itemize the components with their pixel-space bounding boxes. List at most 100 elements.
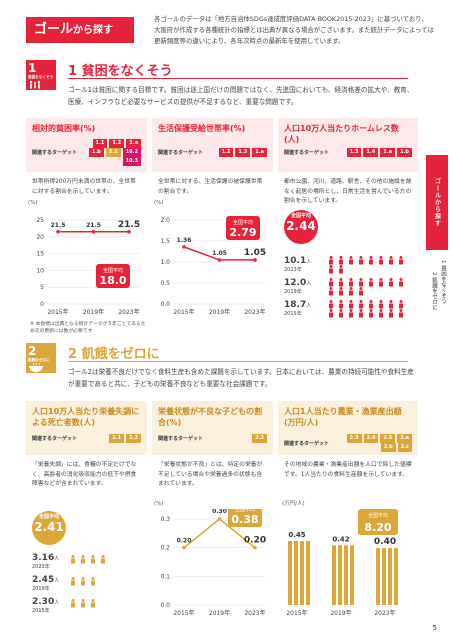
- person-icon: [399, 309, 403, 312]
- person-icon: [379, 300, 383, 303]
- person-icon: [81, 555, 85, 558]
- person-icon: [369, 309, 373, 312]
- person-icon-body: [91, 580, 95, 586]
- bar: [294, 541, 298, 605]
- bar: [376, 548, 380, 605]
- x-tick-label: 2015年: [173, 308, 194, 316]
- person-icon-body: [71, 558, 75, 564]
- person-icon: [101, 555, 105, 558]
- person-icon-body: [81, 558, 85, 564]
- banner-title: ゴール: [34, 22, 74, 37]
- x-tick-label: 2023年: [118, 308, 139, 316]
- person-icon-body: [329, 281, 333, 287]
- chart-welfare: 0.0 0.5 1.0 1.5 2.0 1.36 2015年 1.05 2019年 1.05 202…: [160, 216, 266, 316]
- person-icon: [349, 287, 353, 290]
- national-average-box: [96, 264, 130, 288]
- person-icon: [399, 256, 403, 259]
- goal2-icon: 2 飢餓をゼロに: [26, 343, 56, 373]
- person-icon: [339, 256, 343, 259]
- toc-item-goal1[interactable]: 1 貧困をなくそう: [440, 260, 446, 304]
- data-label: 0.20: [244, 536, 266, 546]
- unit-label: (%): [28, 200, 38, 206]
- bar: [288, 541, 292, 605]
- person-icon-body: [399, 312, 403, 318]
- card-title: 生活保護受給世帯率(%): [158, 124, 246, 133]
- target-label: 関連するターゲット: [32, 436, 78, 442]
- target-chips: 1.3 1.4 1.a 1.b: [345, 148, 412, 157]
- toc-item-goal2[interactable]: 2 飢餓をゼロに: [431, 272, 437, 311]
- card-title: 人口1人当たり農業・漁業産出額(万円/人): [284, 407, 402, 427]
- person-icon-body: [379, 303, 383, 309]
- x-tick-label: 2015年: [286, 609, 307, 617]
- target-label: 関連するターゲット: [284, 150, 330, 156]
- card-title: 人口10万人当たりホームレス数(人): [284, 124, 399, 144]
- side-toc: 1 貧困をなくそう 2 飢餓をゼロに: [429, 260, 447, 310]
- y-tick-label: 0.5: [160, 280, 170, 287]
- y-tick-label: 10: [36, 267, 44, 274]
- card-desc: 「栄養状態が不良」とは、特定の栄養が不足している場合や栄養過多の状態も含まれてい…: [158, 462, 263, 487]
- x-tick-label: 2023年: [244, 308, 265, 316]
- value-row: 2.45人 2019年: [32, 575, 60, 592]
- person-icon: [339, 278, 343, 281]
- x-tick-label: 2023年: [374, 609, 395, 617]
- person-icon-body: [389, 259, 393, 265]
- data-point: [91, 229, 96, 234]
- card-desc: その地域の農業・漁業産出額を人口で除した値標です。1人当たりの食料生産額を示して…: [284, 462, 412, 478]
- person-icon: [81, 599, 85, 602]
- target-label: 関連するターゲット: [32, 150, 78, 156]
- data-point: [253, 258, 257, 262]
- person-icon-body: [379, 312, 383, 318]
- card-desc: 「栄養失調」には、食糧の不足だけでなく、高齢者の消化吸収能力の低下や摂食障害など…: [32, 462, 137, 487]
- person-icon: [71, 555, 75, 558]
- person-icon: [329, 256, 333, 259]
- section-banner: ゴールから探す: [26, 17, 134, 43]
- data-point: [182, 545, 186, 550]
- card-title: 人口10万人当たり栄養失調による死亡者数(人): [32, 407, 140, 427]
- goal1-icon: 1 貧困をなくそう: [26, 60, 56, 90]
- target-chips: 2.1 2.2: [107, 434, 141, 443]
- person-icon-body: [389, 303, 393, 309]
- people-icon-rows: [71, 555, 105, 608]
- x-tick-label: 2015年: [173, 609, 194, 617]
- data-label: 0.45: [288, 531, 305, 539]
- data-label: 21.5: [51, 222, 66, 229]
- person-icon-body: [349, 259, 353, 265]
- value-row: 10.1人 2023年: [284, 256, 312, 273]
- person-icon-body: [359, 259, 363, 265]
- y-tick-label: 0.0: [160, 602, 170, 609]
- person-icon: [329, 287, 333, 290]
- person-icon-body: [339, 290, 343, 296]
- person-icon: [339, 265, 343, 268]
- y-tick-label: 15: [36, 251, 44, 258]
- x-tick-label: 2019年: [209, 308, 230, 316]
- person-icon-body: [329, 259, 333, 265]
- person-icon-body: [91, 558, 95, 564]
- x-tick-label: 2019年: [209, 609, 230, 617]
- data-label: 0.42: [332, 535, 349, 543]
- national-average-value: 18.0: [99, 274, 126, 287]
- bar: [306, 541, 310, 605]
- person-icon-body: [379, 281, 383, 287]
- side-tab[interactable]: ゴールから探す: [426, 155, 448, 250]
- page-number: 5: [432, 624, 437, 632]
- person-icon-body: [339, 303, 343, 309]
- target-chips: 2.2: [250, 434, 267, 443]
- card-title: 栄養状態が不良な子どもの割合(%): [158, 407, 262, 427]
- banner-suffix: から探す: [73, 25, 114, 36]
- goal1-note: ※ 本指標は出典となる統計データが５年ごとであるため次の更新には数が必要です: [30, 322, 146, 334]
- person-icon-body: [359, 281, 363, 287]
- person-icon-body: [369, 303, 373, 309]
- national-average-label: 全国平均: [233, 219, 253, 226]
- person-icon: [379, 278, 383, 281]
- bar: [394, 548, 398, 605]
- y-tick-label: 1.0: [160, 259, 170, 266]
- bar: [382, 548, 386, 605]
- family-icon: [29, 80, 41, 89]
- person-icon: [369, 256, 373, 259]
- person-icon: [91, 599, 95, 602]
- person-icon: [329, 309, 333, 312]
- goal1-title: 1 貧困をなくそう: [68, 64, 173, 79]
- data-label: 21.5: [86, 222, 101, 229]
- goal1-card-poverty: 相対的貧困率(%) 関連するターゲット 1.1 1.2 1.a1.b 2.1 10.21…: [26, 118, 147, 318]
- person-icon-body: [329, 312, 333, 318]
